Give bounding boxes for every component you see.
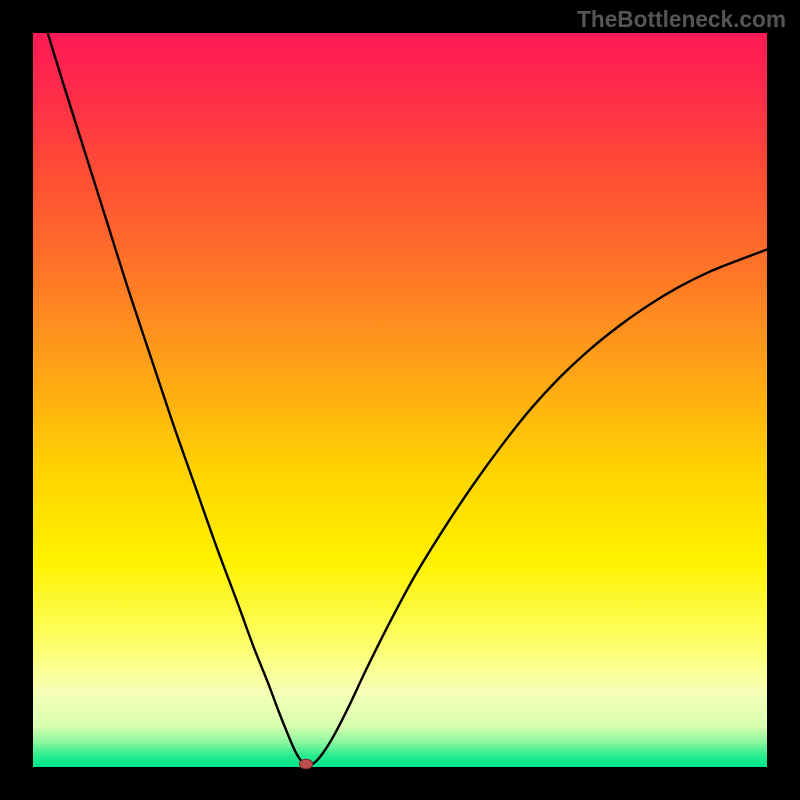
chart-stage: TheBottleneck.com bbox=[0, 0, 800, 800]
minimum-marker bbox=[299, 759, 312, 769]
plot-background bbox=[33, 33, 767, 767]
chart-svg bbox=[0, 0, 800, 800]
